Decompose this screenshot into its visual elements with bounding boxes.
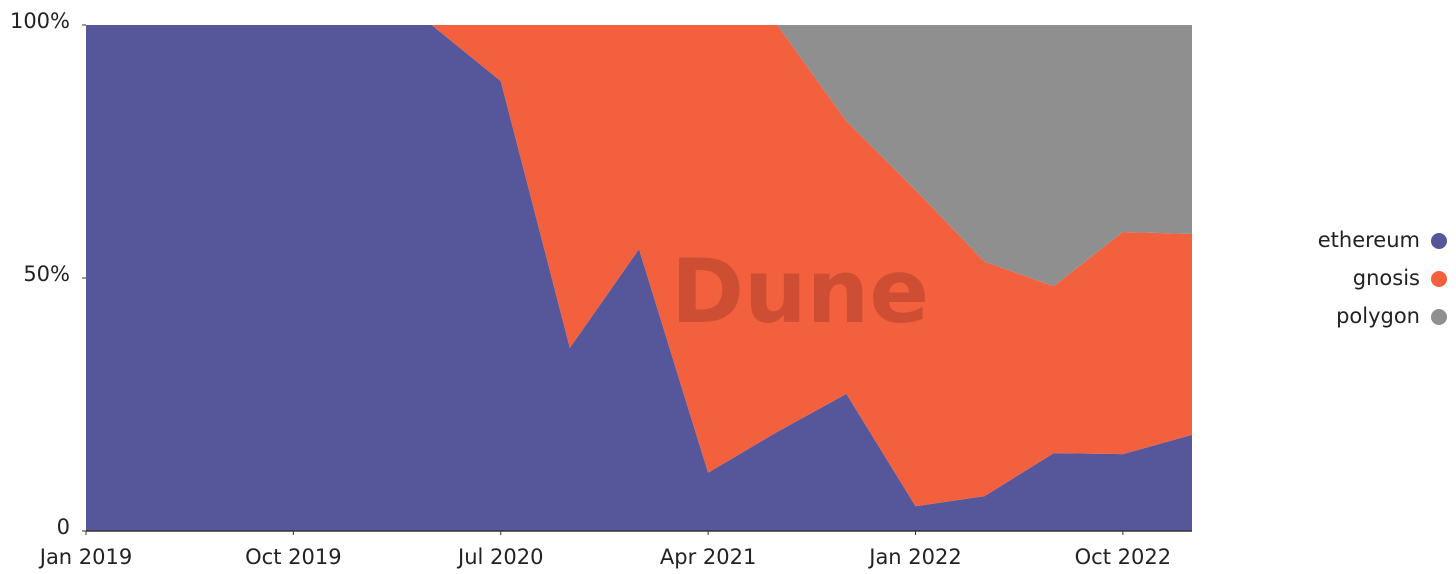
- y-tick-label: 50%: [23, 262, 70, 286]
- y-tick-label: 0: [57, 515, 70, 539]
- x-tick-label: Apr 2021: [660, 545, 756, 569]
- area: [86, 25, 1192, 287]
- area: [86, 25, 1192, 507]
- legend-label: polygon: [1336, 304, 1420, 328]
- x-tick-label: Oct 2022: [1075, 545, 1171, 569]
- x-tick-label: Jan 2019: [38, 545, 133, 569]
- legend-label: ethereum: [1318, 228, 1420, 252]
- legend-label: gnosis: [1353, 266, 1420, 290]
- legend-swatch: [1431, 271, 1447, 287]
- watermark: Dune: [671, 240, 929, 343]
- x-tick-label: Oct 2019: [245, 545, 341, 569]
- x-tick-label: Jul 2020: [456, 545, 543, 569]
- x-tick-label: Jan 2022: [867, 545, 962, 569]
- y-tick-label: 100%: [10, 9, 70, 33]
- legend-swatch: [1431, 233, 1447, 249]
- area: [86, 25, 1192, 531]
- legend-swatch: [1431, 309, 1447, 325]
